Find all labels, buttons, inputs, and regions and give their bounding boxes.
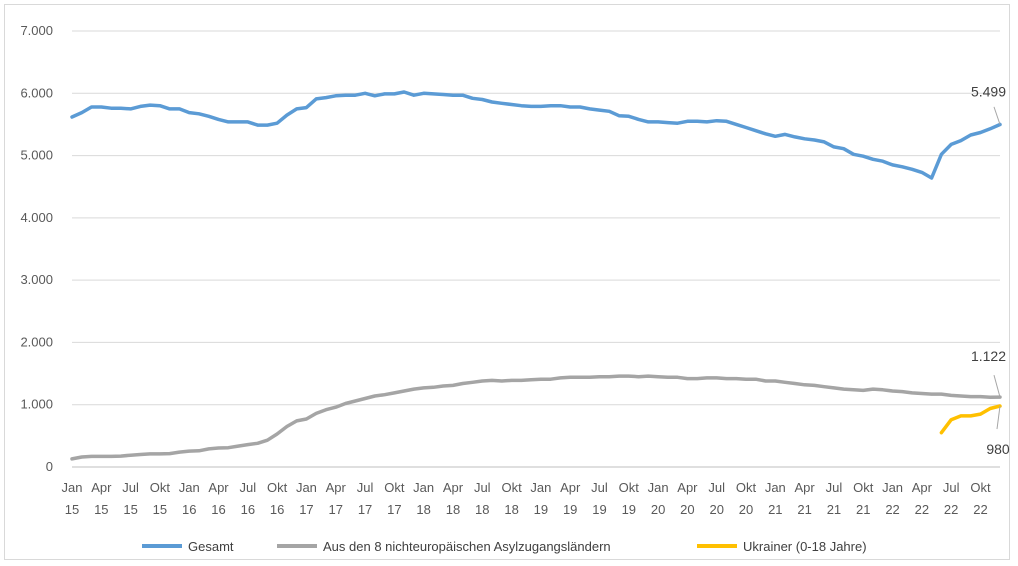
x-tick-label-month: Okt	[619, 480, 640, 495]
x-tick-label-month: Apr	[912, 480, 933, 495]
x-tick-label-year: 21	[797, 502, 811, 517]
x-tick-label-month: Jan	[765, 480, 786, 495]
gridlines	[72, 30, 1000, 468]
x-tick-label-year: 19	[622, 502, 636, 517]
x-tick-label-month: Okt	[384, 480, 405, 495]
x-tick-label-year: 21	[827, 502, 841, 517]
x-tick-label-year: 22	[885, 502, 899, 517]
x-tick-label-month: Apr	[795, 480, 816, 495]
x-tick-label-month: Jan	[296, 480, 317, 495]
x-tick-label-month: Jul	[708, 480, 725, 495]
x-tick-label-year: 19	[592, 502, 606, 517]
x-tick-label-year: 16	[241, 502, 255, 517]
x-tick-label-month: Jul	[357, 480, 374, 495]
x-tick-label-month: Okt	[501, 480, 522, 495]
x-tick-label-month: Apr	[208, 480, 229, 495]
y-tick-label: 3.000	[20, 272, 53, 287]
x-tick-label-year: 20	[651, 502, 665, 517]
x-tick-label-year: 17	[387, 502, 401, 517]
x-tick-label-year: 18	[446, 502, 460, 517]
legend: Gesamt Aus den 8 nichteuropäischen Asylzu…	[142, 539, 867, 554]
x-tick-label-year: 19	[534, 502, 548, 517]
x-tick-label-year: 15	[153, 502, 167, 517]
end-value-label: 1.122	[971, 348, 1006, 364]
x-tick-label-month: Okt	[853, 480, 874, 495]
x-tick-label-month: Apr	[443, 480, 464, 495]
x-tick-label-month: Apr	[91, 480, 112, 495]
x-tick-label-month: Jul	[826, 480, 843, 495]
x-tick-label-month: Jan	[62, 480, 83, 495]
y-axis: 0 1.000 2.000 3.000 4.000 5.000 6.000 7.000	[20, 23, 53, 474]
x-tick-label-month: Apr	[560, 480, 581, 495]
x-tick-label-month: Jul	[474, 480, 491, 495]
series-line-2	[939, 404, 1002, 435]
x-tick-label-month: Apr	[677, 480, 698, 495]
end-value-callouts: 5.499 1.122 980	[971, 83, 1010, 456]
x-tick-label-year: 20	[680, 502, 694, 517]
x-tick-label-year: 18	[416, 502, 430, 517]
legend-label: Ukrainer (0-18 Jahre)	[743, 539, 867, 554]
x-tick-label-year: 20	[709, 502, 723, 517]
x-tick-label-year: 19	[563, 502, 577, 517]
x-tick-label-month: Jan	[882, 480, 903, 495]
callout-leader	[993, 106, 1001, 125]
x-tick-label-year: 21	[768, 502, 782, 517]
x-tick-label-month: Jul	[943, 480, 960, 495]
x-tick-label-month: Okt	[150, 480, 171, 495]
y-tick-label: 0	[46, 459, 53, 474]
x-tick-label-year: 22	[944, 502, 958, 517]
x-tick-label-month: Jul	[122, 480, 139, 495]
x-tick-label-year: 16	[270, 502, 284, 517]
series-lines	[70, 90, 1002, 461]
series-line-1	[70, 374, 1002, 461]
legend-label: Aus den 8 nichteuropäischen Asylzugangsl…	[323, 539, 611, 554]
x-tick-label-year: 15	[123, 502, 137, 517]
x-tick-label-month: Okt	[970, 480, 991, 495]
x-tick-label-month: Jul	[591, 480, 608, 495]
x-tick-label-year: 18	[475, 502, 489, 517]
x-tick-label-month: Jan	[179, 480, 200, 495]
y-tick-label: 4.000	[20, 210, 53, 225]
legend-label: Gesamt	[188, 539, 234, 554]
x-tick-label-year: 22	[915, 502, 929, 517]
series-line-0	[70, 90, 1002, 180]
x-tick-label-month: Jan	[413, 480, 434, 495]
x-axis: Jan 15 Apr 15 Jul 15 Okt 15 Jan 16 Apr 16 Jul 16 Okt 16…	[62, 480, 991, 517]
x-tick-label-month: Jan	[648, 480, 669, 495]
y-tick-label: 2.000	[20, 334, 53, 349]
x-tick-label-month: Okt	[267, 480, 288, 495]
x-tick-label-year: 18	[504, 502, 518, 517]
y-tick-label: 5.000	[20, 148, 53, 163]
x-tick-label-month: Okt	[736, 480, 757, 495]
x-tick-label-year: 20	[739, 502, 753, 517]
x-tick-label-year: 17	[358, 502, 372, 517]
callout-leader	[993, 374, 1001, 398]
x-tick-label-year: 15	[65, 502, 79, 517]
y-tick-label: 6.000	[20, 85, 53, 100]
end-value-label: 980	[986, 441, 1010, 457]
x-tick-label-month: Jul	[240, 480, 257, 495]
x-tick-label-month: Apr	[326, 480, 347, 495]
x-tick-label-year: 17	[299, 502, 313, 517]
x-tick-label-year: 17	[329, 502, 343, 517]
end-value-label: 5.499	[971, 83, 1006, 99]
y-tick-label: 1.000	[20, 397, 53, 412]
x-tick-label-year: 16	[211, 502, 225, 517]
callout-leader	[996, 405, 1001, 430]
x-tick-label-year: 22	[973, 502, 987, 517]
x-tick-label-year: 16	[182, 502, 196, 517]
x-tick-label-year: 15	[94, 502, 108, 517]
x-tick-label-month: Jan	[530, 480, 551, 495]
y-tick-label: 7.000	[20, 23, 53, 38]
x-tick-label-year: 21	[856, 502, 870, 517]
